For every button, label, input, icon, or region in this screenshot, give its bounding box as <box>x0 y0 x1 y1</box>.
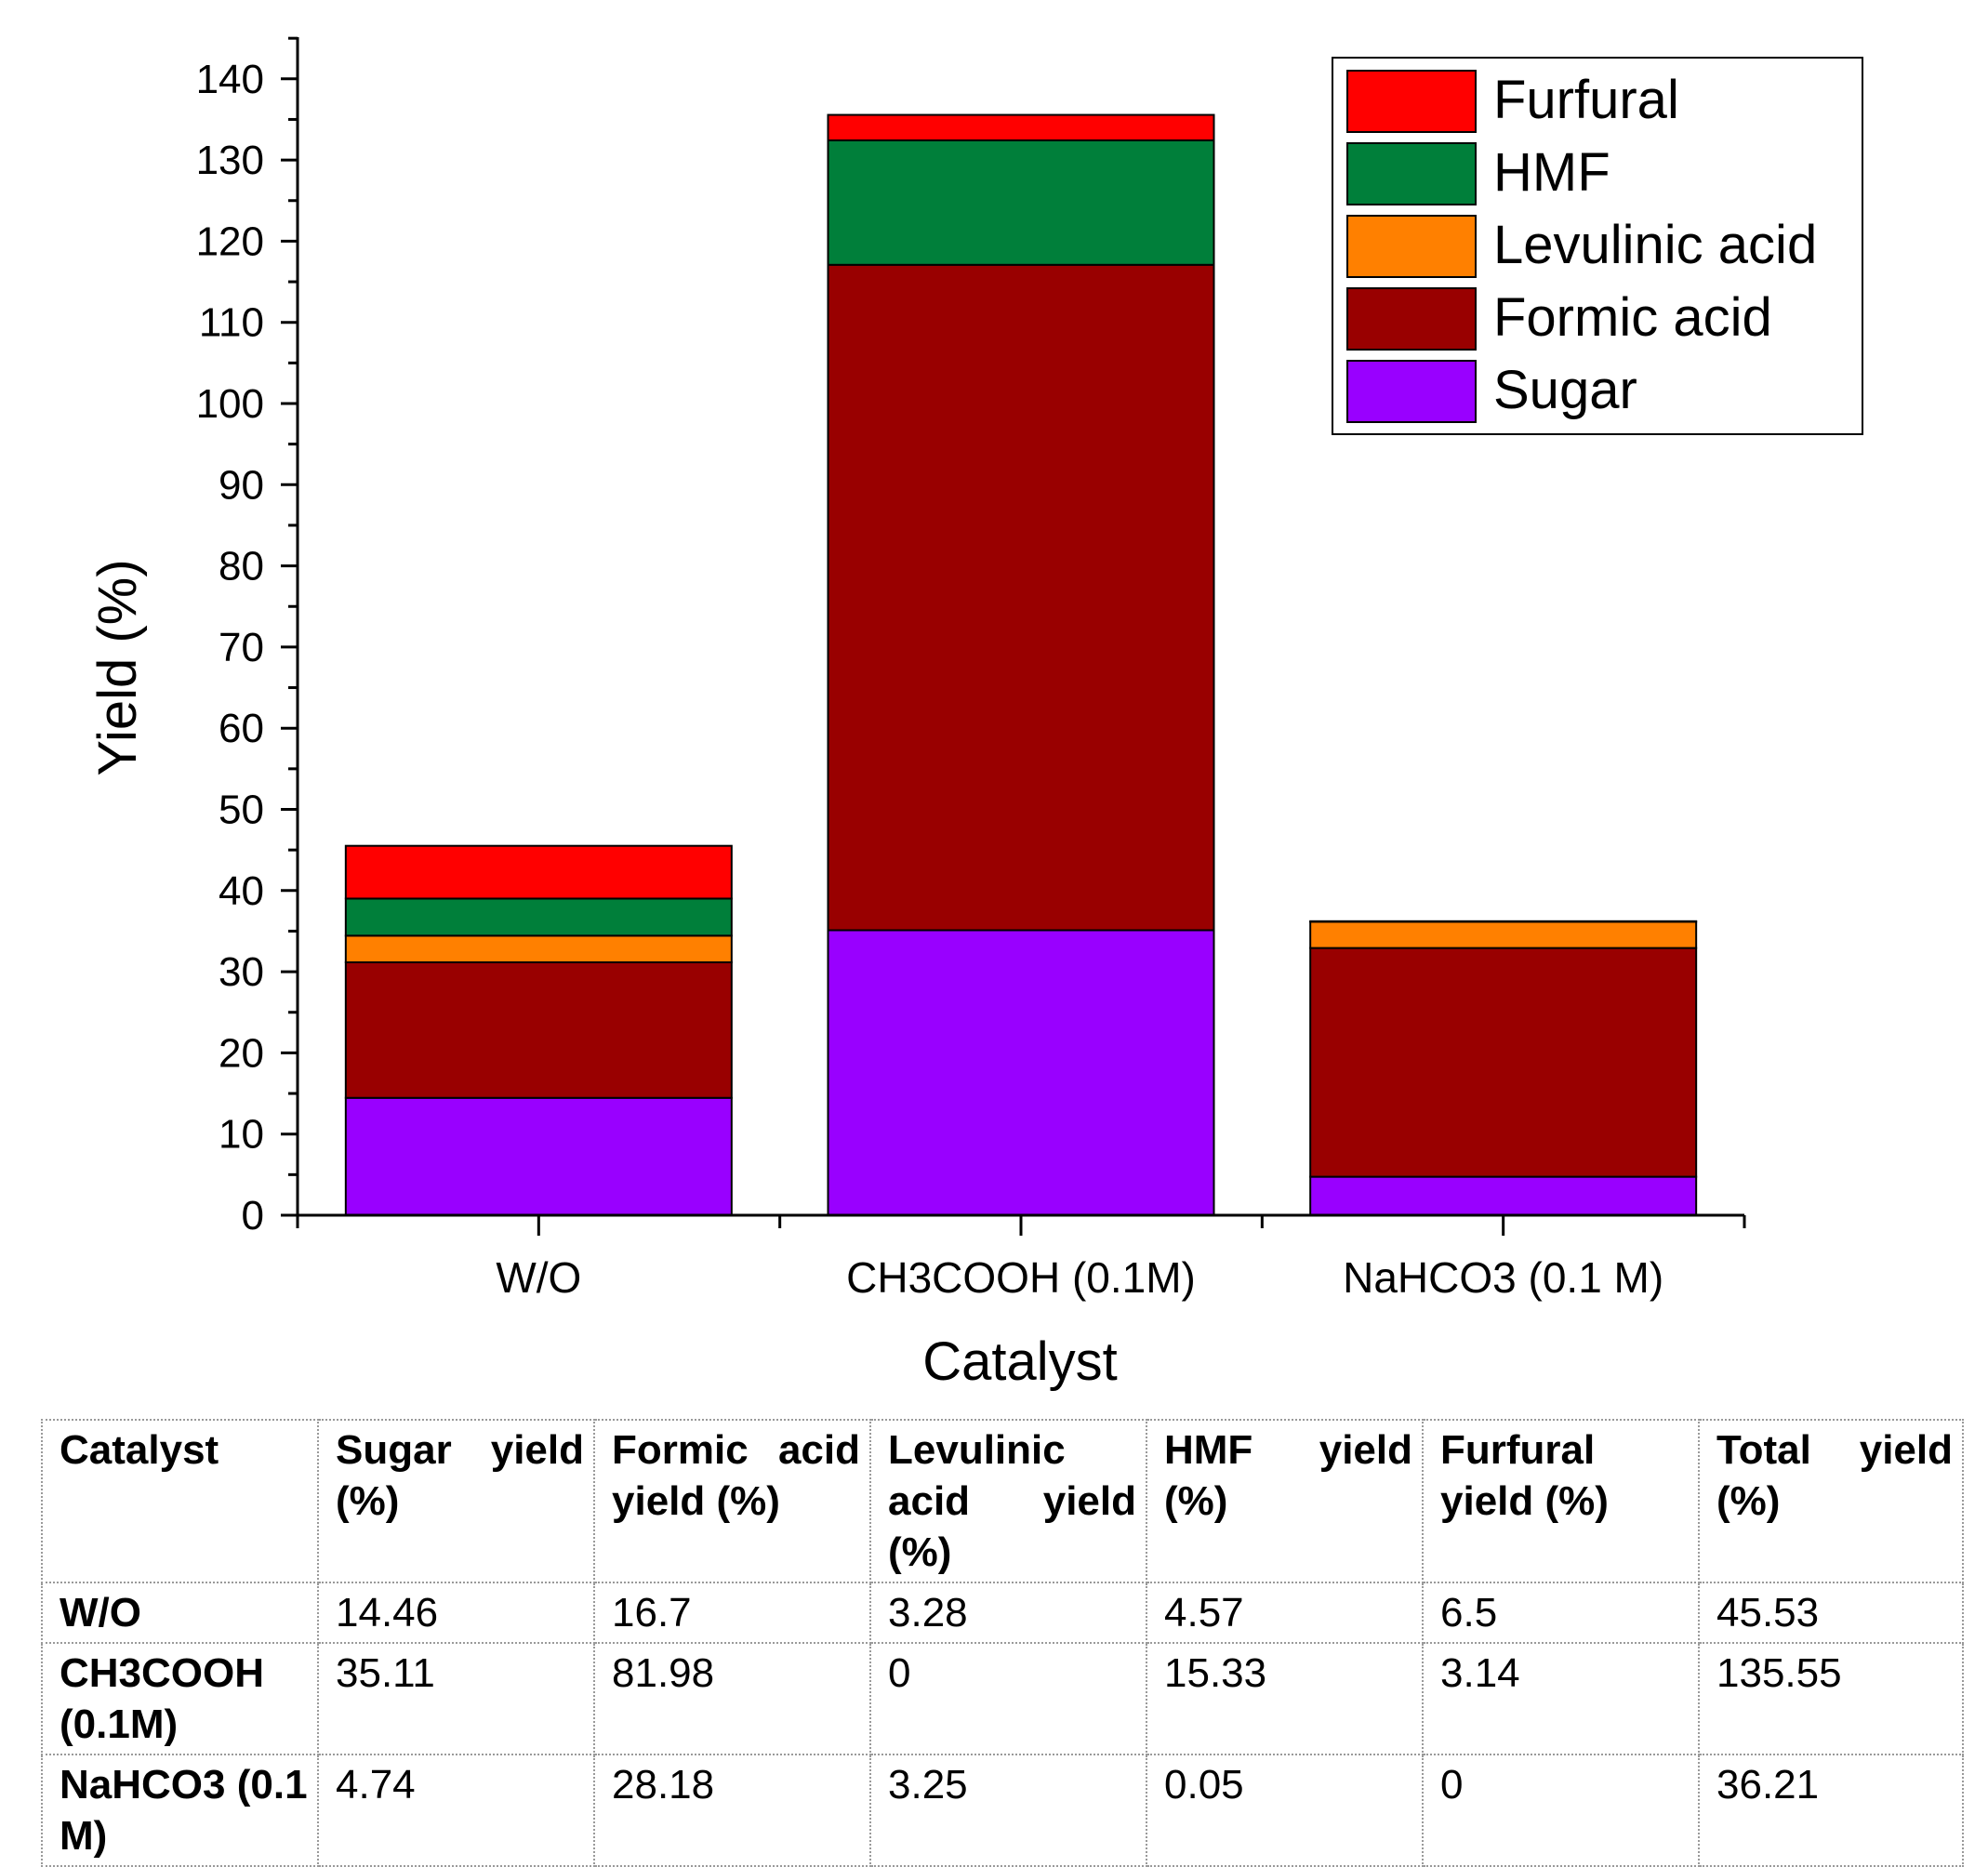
header-catalyst: Catalyst <box>41 1419 319 1583</box>
y-tick-label: 30 <box>219 949 264 995</box>
legend-label-furfural: Furfural <box>1493 70 1679 130</box>
header-total-yield: Total yield (%) <box>1698 1419 1964 1583</box>
legend-label-levulinic-acid: Levulinic acid <box>1493 215 1817 275</box>
y-tick-label: 60 <box>219 706 264 751</box>
cell-levulinic-acid: 3.28 <box>869 1582 1147 1644</box>
header-hmf-yield: HMF yield (%) <box>1146 1419 1424 1583</box>
bar-segment-sugar-ch3cooh-0-1m <box>827 929 1215 1216</box>
table-row: W/O 14.46 16.7 3.28 4.57 6.5 45.53 <box>41 1582 1964 1644</box>
cell-sugar: 35.11 <box>317 1642 595 1755</box>
header-sugar-yield: Sugar yield (%) <box>317 1419 595 1583</box>
bar-segment-formic-acid-ch3cooh-0-1m <box>827 263 1215 932</box>
y-tick-label: 80 <box>219 544 264 589</box>
header-levulinic-acid-yield: Levulinic acid yield (%) <box>869 1419 1147 1583</box>
legend-swatch-sugar <box>1346 360 1477 423</box>
cell-sugar: 4.74 <box>317 1754 595 1867</box>
bar-segment-levulinic-acid-nahco3-0-1-m <box>1309 920 1698 949</box>
y-tick-label: 130 <box>196 138 264 183</box>
header-furfural-yield: Furfural yield (%) <box>1422 1419 1700 1583</box>
cell-hmf: 0.05 <box>1146 1754 1424 1867</box>
y-tick-label: 10 <box>219 1112 264 1158</box>
table-row: NaHCO3 (0.1 M) 4.74 28.18 3.25 0.05 0 36… <box>41 1754 1964 1867</box>
legend-swatch-hmf <box>1346 142 1477 205</box>
table-header-row: Catalyst Sugar yield (%) Formic acid yie… <box>41 1419 1964 1583</box>
bar-segment-furfural-ch3cooh-0-1m <box>827 113 1215 141</box>
legend-swatch-furfural <box>1346 70 1477 133</box>
legend-label-sugar: Sugar <box>1493 360 1637 420</box>
bar-segment-formic-acid-nahco3-0-1-m <box>1309 947 1698 1178</box>
cell-formic-acid: 16.7 <box>593 1582 871 1644</box>
bar-segment-hmf-nahco3-0-1-m <box>1309 920 1698 923</box>
y-tick-label: 140 <box>196 57 264 102</box>
bar-segment-furfural-w-o <box>344 844 733 900</box>
cell-levulinic-acid: 3.25 <box>869 1754 1147 1867</box>
legend: Furfural HMF Levulinic acid Formic acid Suga… <box>1332 57 1863 435</box>
y-tick-label: 90 <box>219 462 264 508</box>
cell-levulinic-acid: 0 <box>869 1642 1147 1755</box>
bars-layer <box>344 113 1698 1216</box>
y-tick-label: 50 <box>219 788 264 833</box>
y-tick-label: 0 <box>242 1193 264 1238</box>
x-tick-label: CH3COOH (0.1M) <box>846 1253 1196 1302</box>
y-tick-label: 100 <box>196 381 264 427</box>
y-axis-title: Yield (%) <box>87 559 148 775</box>
table-row: CH3COOH (0.1M) 35.11 81.98 0 15.33 3.14 … <box>41 1642 1964 1755</box>
bar-segment-hmf-ch3cooh-0-1m <box>827 139 1215 266</box>
cell-catalyst: NaHCO3 (0.1 M) <box>41 1754 319 1867</box>
y-tick-label: 40 <box>219 868 264 914</box>
x-tick-label: NaHCO3 (0.1 M) <box>1343 1253 1663 1302</box>
axes-layer: 0 10 20 30 40 50 60 70 80 90 100 110 120 130 140 W/O CH3… <box>196 36 1746 1302</box>
bar-segment-sugar-w-o <box>344 1096 733 1216</box>
stacked-bar-chart: 0 10 20 30 40 50 60 70 80 90 100 110 120 130 140 W/O CH3… <box>87 36 1863 1392</box>
x-tick-label: W/O <box>496 1253 581 1302</box>
bar-segment-formic-acid-w-o <box>344 960 733 1099</box>
cell-hmf: 4.57 <box>1146 1582 1424 1644</box>
y-tick-label: 20 <box>219 1030 264 1076</box>
y-tick-label: 70 <box>219 625 264 670</box>
legend-label-hmf: HMF <box>1493 142 1610 203</box>
bar-segment-hmf-w-o <box>344 897 733 937</box>
y-tick-label: 120 <box>196 218 264 264</box>
cell-furfural: 6.5 <box>1422 1582 1700 1644</box>
cell-furfural: 3.14 <box>1422 1642 1700 1755</box>
cell-total: 36.21 <box>1698 1754 1964 1867</box>
cell-furfural: 0 <box>1422 1754 1700 1867</box>
x-axis-title: Catalyst <box>922 1331 1118 1392</box>
cell-catalyst: W/O <box>41 1582 319 1644</box>
cell-total: 45.53 <box>1698 1582 1964 1644</box>
yield-data-table: Catalyst Sugar yield (%) Formic acid yie… <box>41 1419 1964 1867</box>
cell-sugar: 14.46 <box>317 1582 595 1644</box>
cell-hmf: 15.33 <box>1146 1642 1424 1755</box>
y-tick-label: 110 <box>199 300 264 346</box>
legend-swatch-levulinic-acid <box>1346 215 1477 278</box>
bar-segment-levulinic-acid-w-o <box>344 934 733 963</box>
cell-catalyst: CH3COOH (0.1M) <box>41 1642 319 1755</box>
cell-total: 135.55 <box>1698 1642 1964 1755</box>
cell-formic-acid: 81.98 <box>593 1642 871 1755</box>
legend-swatch-formic-acid <box>1346 287 1477 351</box>
bar-segment-sugar-nahco3-0-1-m <box>1309 1175 1698 1216</box>
header-formic-acid-yield: Formic acid yield (%) <box>593 1419 871 1583</box>
cell-formic-acid: 28.18 <box>593 1754 871 1867</box>
legend-label-formic-acid: Formic acid <box>1493 287 1772 348</box>
